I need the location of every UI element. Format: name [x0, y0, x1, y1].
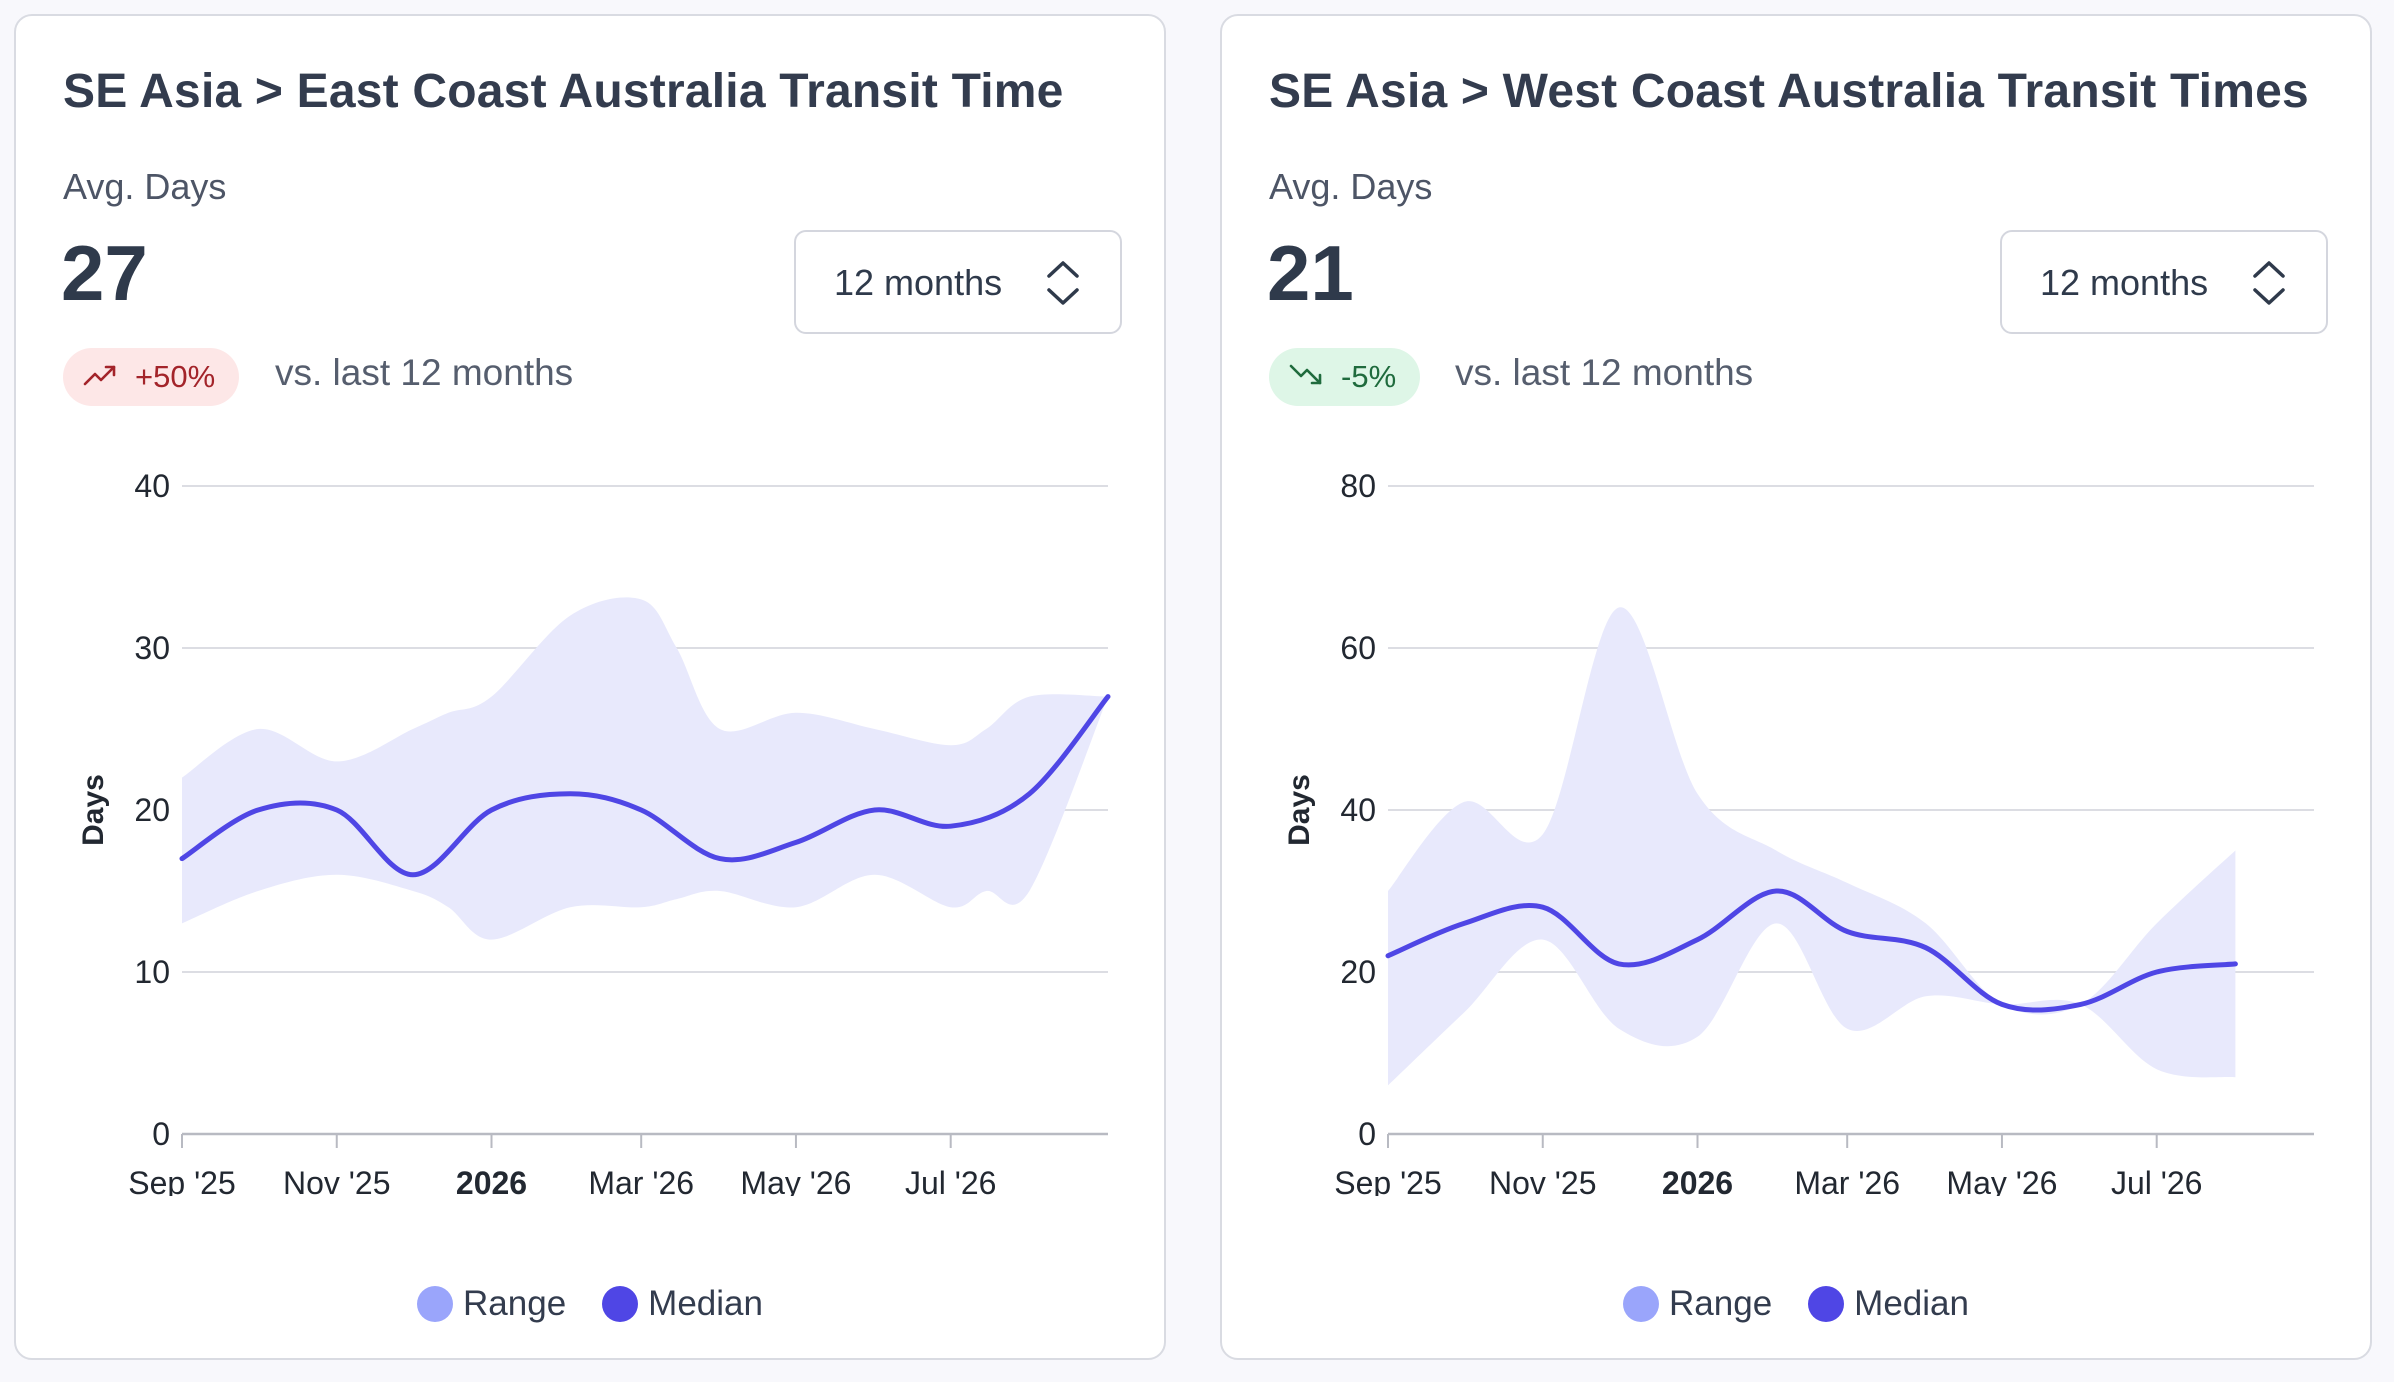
compare-label: vs. last 12 months	[275, 352, 574, 393]
east-coast-card: SE Asia > East Coast Australia Transit T…	[14, 14, 1166, 1360]
x-tick-label: Nov '25	[1489, 1165, 1597, 1196]
legend-label-median: Median	[648, 1284, 763, 1323]
range-area	[1388, 607, 2236, 1086]
y-tick-label: 10	[134, 954, 170, 990]
y-axis-title: Days	[1283, 774, 1316, 846]
chart-legend: Range Median	[1222, 1284, 2370, 1324]
range-swatch-icon	[1623, 1286, 1660, 1322]
y-tick-label: 20	[1340, 954, 1376, 990]
range-select[interactable]: 12 months	[794, 230, 1122, 334]
x-tick-label: Sep '25	[128, 1165, 236, 1196]
y-tick-label: 0	[1358, 1116, 1376, 1152]
y-tick-label: 0	[152, 1116, 170, 1152]
x-tick-label: 2026	[1662, 1165, 1733, 1196]
x-tick-label: Sep '25	[1334, 1165, 1442, 1196]
x-tick-label: Jul '26	[905, 1165, 997, 1196]
metric-value: 21	[1267, 229, 1354, 317]
east-coast-chart: 0 10 20 30 40 Sep '25 Nov '25 2026 Mar '26 May '2…	[77, 468, 1111, 1196]
legend-item-range[interactable]: Range	[417, 1284, 566, 1324]
range-select-value: 12 months	[834, 262, 1003, 303]
y-tick-label: 80	[1340, 468, 1376, 504]
y-axis-title: Days	[77, 774, 110, 846]
y-tick-label: 60	[1340, 630, 1376, 666]
trend-up-icon	[83, 359, 119, 395]
x-tick-label: Mar '26	[1794, 1165, 1900, 1196]
median-line	[1385, 888, 2238, 1013]
legend-item-median[interactable]: Median	[602, 1284, 763, 1324]
range-swatch-icon	[417, 1286, 454, 1322]
legend-item-range[interactable]: Range	[1623, 1284, 1772, 1324]
delta-value: -5%	[1341, 359, 1397, 394]
card-title: SE Asia > East Coast Australia Transit T…	[63, 65, 1064, 118]
metric-label: Avg. Days	[63, 166, 227, 207]
metric-label: Avg. Days	[1269, 166, 1433, 207]
range-area	[182, 597, 1108, 940]
compare-label: vs. last 12 months	[1455, 352, 1754, 393]
legend-label-range: Range	[1669, 1284, 1773, 1323]
y-tick-label: 30	[134, 630, 170, 666]
delta-value: +50%	[135, 359, 216, 394]
x-tick-label: May '26	[1946, 1165, 2057, 1196]
range-select[interactable]: 12 months	[2000, 230, 2328, 334]
median-swatch-icon	[1808, 1286, 1845, 1322]
y-tick-label: 20	[134, 792, 170, 828]
y-tick-label: 40	[134, 468, 170, 504]
west-coast-card: SE Asia > West Coast Australia Transit T…	[1220, 14, 2372, 1360]
chevron-up-down-icon	[2250, 258, 2288, 313]
x-tick-label: Jul '26	[2111, 1165, 2203, 1196]
y-tick-label: 40	[1340, 792, 1376, 828]
x-tick-label: May '26	[740, 1165, 851, 1196]
median-line	[179, 694, 1111, 878]
chevron-up-down-icon	[1044, 258, 1082, 313]
west-coast-chart: 0 20 40 60 80 Sep '25 Nov '25 2026 Mar '26 May '2…	[1283, 468, 2314, 1196]
delta-badge: -5%	[1269, 348, 1421, 406]
legend-label-range: Range	[463, 1284, 567, 1323]
chart-legend: Range Median	[16, 1284, 1164, 1324]
x-tick-label: Mar '26	[588, 1165, 694, 1196]
legend-label-median: Median	[1854, 1284, 1969, 1323]
card-title: SE Asia > West Coast Australia Transit T…	[1269, 65, 2309, 118]
delta-badge: +50%	[63, 348, 240, 406]
x-tick-label: Nov '25	[283, 1165, 391, 1196]
median-swatch-icon	[602, 1286, 639, 1322]
trend-down-icon	[1289, 359, 1325, 395]
metric-value: 27	[61, 229, 148, 317]
x-tick-label: 2026	[456, 1165, 527, 1196]
range-select-value: 12 months	[2040, 262, 2209, 303]
legend-item-median[interactable]: Median	[1808, 1284, 1969, 1324]
